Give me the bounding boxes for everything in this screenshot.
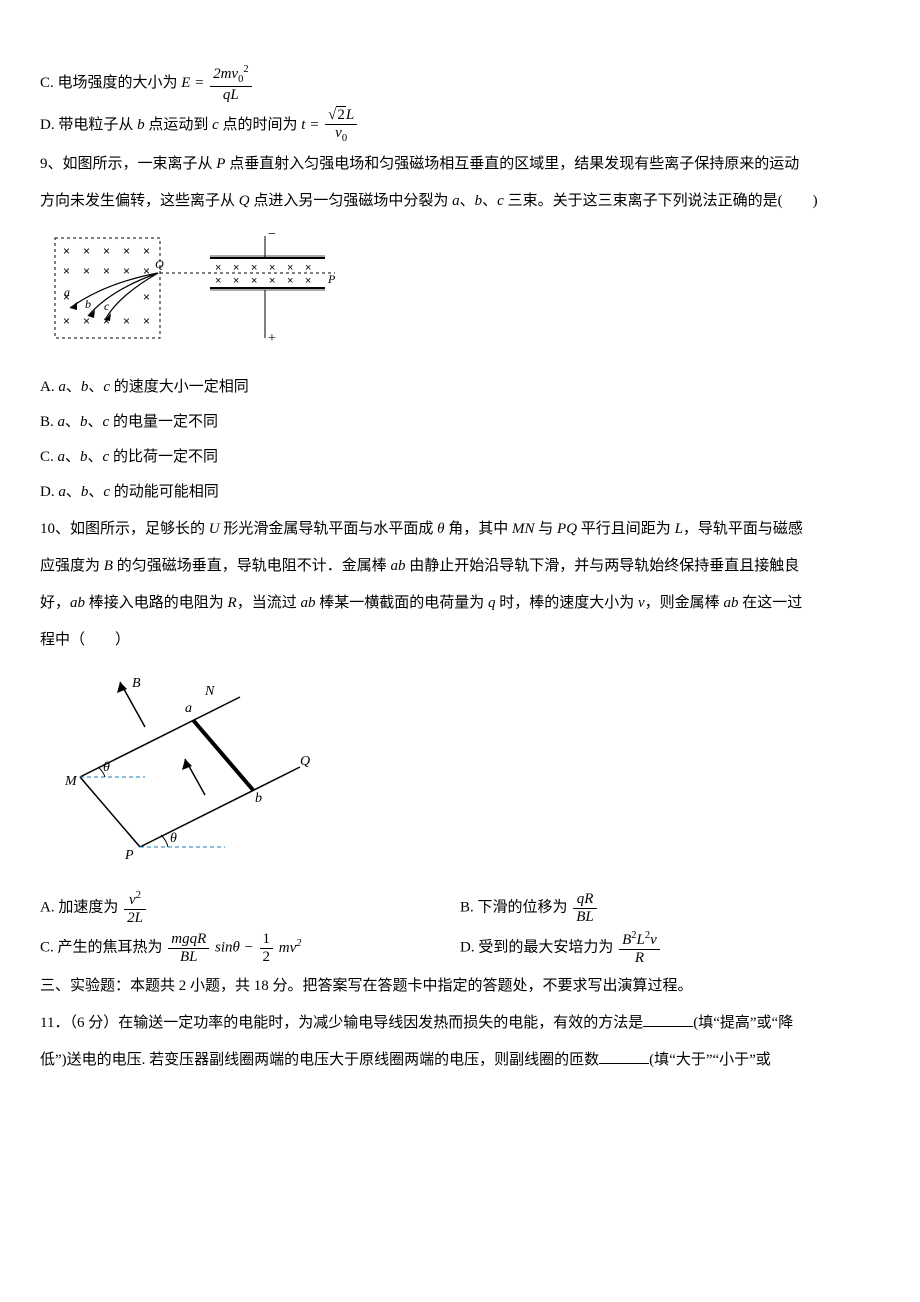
q9-svg: ××××× ××××× ×× ××××× a b c Q ×××××× ××××… — [50, 228, 350, 348]
q8d-eq: t = — [301, 117, 319, 133]
svg-text:×: × — [83, 244, 90, 258]
q10-stem-line3: 好，ab 棒接入电路的电阻为 R，当流过 ab 棒某一横截面的电荷量为 q 时，… — [40, 587, 880, 620]
svg-text:×: × — [269, 262, 275, 274]
q9-option-a: A. a、b、c 的速度大小一定相同 — [40, 371, 880, 404]
q10-stem-line1: 10、如图所示，足够长的 U 形光滑金属导轨平面与水平面成 θ 角，其中 MN … — [40, 513, 880, 546]
svg-text:×: × — [123, 244, 130, 258]
q9-stem-line1: 9、如图所示，一束离子从 P 点垂直射入匀强电场和匀强磁场相互垂直的区域里，结果… — [40, 148, 880, 181]
q9-stem-line2: 方向未发生偏转，这些离子从 Q 点进入另一匀强磁场中分裂为 a、b、c 三束。关… — [40, 185, 880, 218]
svg-text:b: b — [255, 791, 262, 806]
svg-text:×: × — [305, 275, 311, 287]
svg-text:B: B — [132, 676, 141, 691]
svg-text:×: × — [305, 262, 311, 274]
q10-diagram: B N a b Q M P θ θ — [50, 667, 880, 880]
svg-text:θ: θ — [170, 831, 177, 846]
svg-text:P: P — [124, 848, 134, 863]
q8c-eq: E = — [181, 75, 204, 91]
svg-text:×: × — [143, 244, 150, 258]
q8-option-c: C. 电场强度的大小为 E = 2mv02 qL — [40, 64, 880, 103]
svg-text:×: × — [287, 275, 293, 287]
q10-row-ab: A. 加速度为 v2 2L B. 下滑的位移为 qR BL — [40, 890, 880, 926]
svg-text:−: − — [268, 228, 276, 242]
svg-text:P: P — [327, 272, 336, 286]
q9-option-b: B. a、b、c 的电量一定不同 — [40, 406, 880, 439]
svg-text:+: + — [268, 331, 276, 346]
q10-row-cd: C. 产生的焦耳热为 mgqR BL sinθ − 1 2 mv2 D. 受到的… — [40, 930, 880, 966]
svg-text:×: × — [143, 314, 150, 328]
svg-text:×: × — [233, 262, 239, 274]
svg-text:c: c — [104, 299, 110, 313]
svg-text:×: × — [215, 275, 221, 287]
svg-text:×: × — [287, 262, 293, 274]
q9-diagram: ××××× ××××× ×× ××××× a b c Q ×××××× ××××… — [50, 228, 880, 361]
q8-option-d: D. 带电粒子从 b 点运动到 c 点的时间为 t = √2L v0 — [40, 107, 880, 144]
svg-text:×: × — [143, 290, 150, 304]
svg-text:N: N — [204, 684, 215, 699]
q10-svg: B N a b Q M P θ θ — [50, 667, 330, 867]
q8d-frac: √2L v0 — [325, 107, 357, 144]
q9-option-c: C. a、b、c 的比荷一定不同 — [40, 441, 880, 474]
svg-text:×: × — [251, 262, 257, 274]
svg-text:×: × — [123, 314, 130, 328]
q8c-text: C. 电场强度的大小为 — [40, 75, 178, 91]
svg-text:×: × — [269, 275, 275, 287]
q11-line2: 低”)送电的电压. 若变压器副线圈两端的电压大于原线圈两端的电压，则副线圈的匝数… — [40, 1044, 880, 1077]
q8c-frac: 2mv02 qL — [210, 64, 252, 103]
q11-line1: 11．（6 分）在输送一定功率的电能时，为减少输电导线因发热而损失的电能，有效的… — [40, 1007, 880, 1040]
svg-text:×: × — [251, 275, 257, 287]
svg-text:M: M — [64, 774, 78, 789]
svg-text:×: × — [215, 262, 221, 274]
q10-option-b: B. 下滑的位移为 qR BL — [460, 891, 880, 925]
q11-blank1[interactable] — [643, 1011, 693, 1027]
q10-option-c: C. 产生的焦耳热为 mgqR BL sinθ − 1 2 mv2 — [40, 931, 460, 965]
svg-text:θ: θ — [103, 760, 110, 775]
svg-text:b: b — [85, 297, 91, 311]
svg-text:×: × — [233, 275, 239, 287]
svg-text:Q: Q — [155, 257, 164, 271]
svg-text:×: × — [83, 264, 90, 278]
svg-text:×: × — [103, 244, 110, 258]
q8d-text1: D. 带电粒子从 — [40, 117, 137, 133]
q11-blank2[interactable] — [599, 1048, 649, 1064]
q9-option-d: D. a、b、c 的动能可能相同 — [40, 476, 880, 509]
q10-stem-line2: 应强度为 B 的匀强磁场垂直，导轨电阻不计．金属棒 ab 由静止开始沿导轨下滑，… — [40, 550, 880, 583]
svg-text:Q: Q — [300, 754, 310, 769]
q10-option-a: A. 加速度为 v2 2L — [40, 890, 460, 926]
section3-heading: 三、实验题：本题共 2 小题，共 18 分。把答案写在答题卡中指定的答题处，不要… — [40, 970, 880, 1003]
svg-text:×: × — [123, 264, 130, 278]
svg-text:×: × — [63, 264, 70, 278]
svg-text:×: × — [103, 264, 110, 278]
q10-option-d: D. 受到的最大安培力为 B2L2v R — [460, 930, 880, 966]
svg-text:×: × — [63, 244, 70, 258]
svg-text:a: a — [185, 701, 192, 716]
svg-text:×: × — [63, 314, 70, 328]
svg-text:a: a — [64, 285, 70, 299]
q10-stem-line4: 程中（ ） — [40, 624, 880, 657]
